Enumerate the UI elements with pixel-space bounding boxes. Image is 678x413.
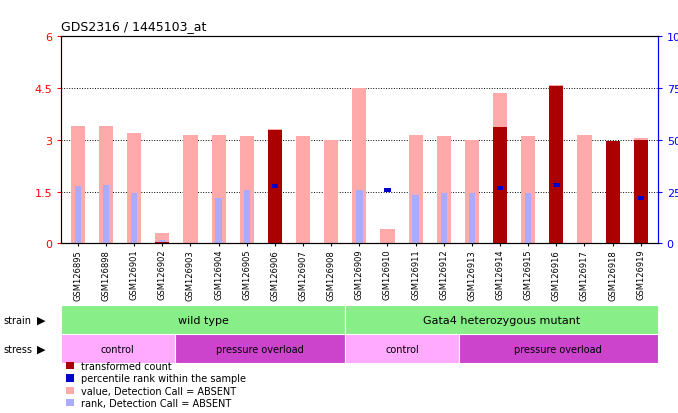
Text: control: control <box>385 344 419 354</box>
Bar <box>465 140 479 244</box>
Bar <box>240 137 254 244</box>
Bar <box>345 306 658 335</box>
Bar <box>437 137 451 244</box>
Bar <box>384 188 391 192</box>
Bar <box>634 139 647 244</box>
Bar <box>212 135 226 244</box>
Bar <box>412 195 419 244</box>
Bar <box>272 185 278 189</box>
Text: GDS2316 / 1445103_at: GDS2316 / 1445103_at <box>61 20 206 33</box>
Bar <box>409 135 422 244</box>
Text: ▶: ▶ <box>37 344 46 354</box>
Bar <box>353 89 366 244</box>
Bar <box>175 335 345 363</box>
Bar <box>356 190 363 244</box>
Bar <box>268 131 282 244</box>
Bar <box>155 242 170 244</box>
Bar <box>553 183 559 187</box>
Bar <box>61 306 345 335</box>
Text: Gata4 heterozygous mutant: Gata4 heterozygous mutant <box>423 315 580 325</box>
Bar <box>497 187 503 191</box>
Bar <box>605 142 620 244</box>
Bar <box>324 140 338 244</box>
Bar <box>103 185 109 244</box>
Bar <box>268 130 282 244</box>
Text: stress: stress <box>3 344 33 354</box>
Bar <box>634 140 647 244</box>
Bar <box>159 240 165 244</box>
Bar <box>296 137 310 244</box>
Bar <box>459 335 658 363</box>
Text: pressure overload: pressure overload <box>216 344 304 354</box>
Text: control: control <box>101 344 135 354</box>
Bar <box>216 199 222 244</box>
Text: wild type: wild type <box>178 315 228 325</box>
Bar <box>578 135 591 244</box>
Legend: transformed count, percentile rank within the sample, value, Detection Call = AB: transformed count, percentile rank withi… <box>66 361 246 408</box>
Bar <box>243 190 250 244</box>
Bar <box>521 137 535 244</box>
Bar <box>345 335 459 363</box>
Text: strain: strain <box>3 315 31 325</box>
Bar <box>155 233 170 244</box>
Bar <box>99 127 113 244</box>
Bar <box>493 127 507 244</box>
Bar <box>380 230 395 244</box>
Bar <box>525 194 532 244</box>
Bar <box>184 135 197 244</box>
Bar <box>549 87 563 244</box>
Bar <box>61 335 175 363</box>
Bar <box>131 194 138 244</box>
Bar <box>605 146 620 244</box>
Bar <box>493 94 507 244</box>
Text: pressure overload: pressure overload <box>515 344 602 354</box>
Bar <box>637 197 644 201</box>
Text: ▶: ▶ <box>37 315 46 325</box>
Bar <box>549 85 563 244</box>
Bar <box>75 187 81 244</box>
Bar <box>127 133 141 244</box>
Bar <box>441 194 447 244</box>
Bar <box>71 127 85 244</box>
Bar <box>468 194 475 244</box>
